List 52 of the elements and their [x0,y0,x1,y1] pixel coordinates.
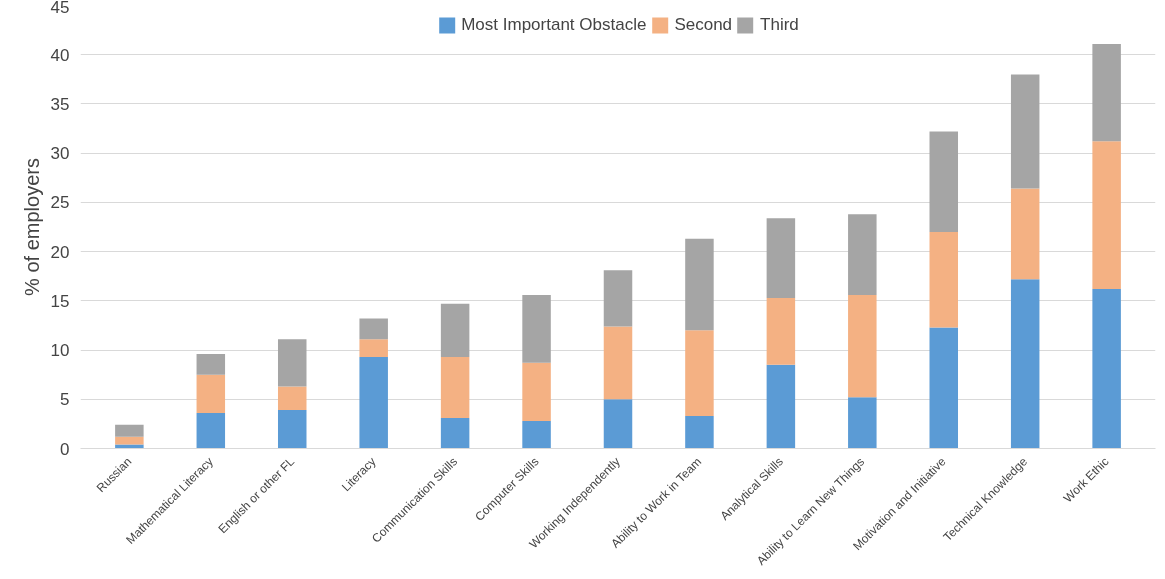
bar [603,326,633,400]
y-tick-label: 25 [50,193,70,213]
bar [277,339,307,387]
bar [685,330,714,417]
bar [603,399,633,449]
bar [196,374,226,414]
bar [1092,141,1121,290]
bar [766,364,796,449]
bar [359,356,388,449]
bar [277,410,307,449]
bar [848,214,877,295]
bar [115,424,144,437]
y-tick-label: 40 [50,45,70,65]
bar [359,318,388,340]
bar [1092,289,1121,449]
y-tick-label: 10 [50,341,70,361]
bar [440,417,470,449]
bar [440,303,470,357]
bar [848,294,877,398]
y-tick-label: 5 [60,390,70,410]
y-tick-label: 20 [50,242,70,262]
bar [929,231,959,328]
bar [196,353,226,375]
bar [522,420,551,449]
bar [685,416,714,449]
y-tick-label: 30 [50,144,70,164]
bar [115,436,144,445]
bar [685,238,714,331]
legend-label: Second [674,15,733,35]
bar [929,131,959,232]
bar [440,356,470,418]
bar [603,270,633,327]
y-tick-label: 45 [50,0,70,17]
bar [1092,43,1121,142]
y-tick-label: 15 [50,291,70,311]
bar [196,413,226,449]
bar [766,218,796,298]
bar [359,339,388,357]
y-tick-label: 0 [60,439,70,459]
bar [522,362,551,421]
y-tick-label: 35 [50,94,70,114]
y-axis-title: % of employers [20,158,43,296]
bar [277,386,307,411]
legend-label: Third [760,15,799,35]
bar [1010,188,1040,280]
bar [522,294,551,363]
bar [1010,279,1040,449]
bar [766,297,796,365]
bar [848,397,877,449]
bar [1010,74,1040,189]
legend-label: Most Important Obstacle [461,15,647,35]
bar [929,327,959,449]
